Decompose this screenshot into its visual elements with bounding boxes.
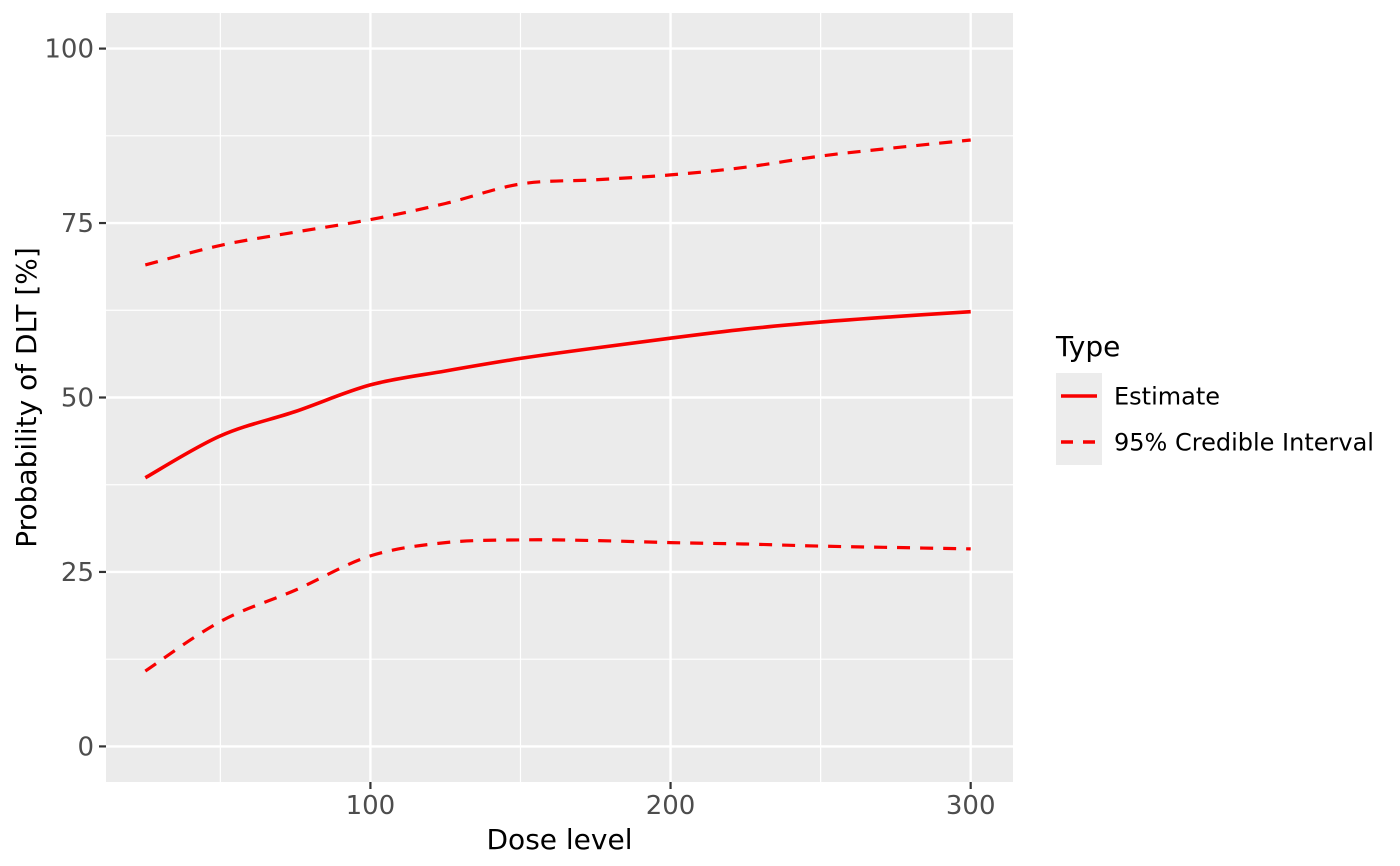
- series-line-estimate: [144, 309, 971, 480]
- legend-label: 95% Credible Interval: [1114, 429, 1374, 457]
- y-tick-label: 0: [77, 732, 94, 762]
- x-axis-title: Dose level: [487, 823, 633, 856]
- x-tick-label: 200: [646, 791, 696, 821]
- y-tick-label: 25: [61, 558, 94, 588]
- x-tick-label: 100: [346, 791, 396, 821]
- y-tick-label: 75: [61, 209, 94, 239]
- y-tick-label: 50: [61, 384, 94, 414]
- x-tick-label: 300: [946, 791, 996, 821]
- y-tick-label: 100: [44, 35, 94, 65]
- legend-label: Estimate: [1114, 383, 1220, 411]
- series-line-upper-ci: [144, 138, 971, 267]
- y-axis-title: Probability of DLT [%]: [10, 247, 43, 548]
- legend-title: Type: [1055, 330, 1120, 363]
